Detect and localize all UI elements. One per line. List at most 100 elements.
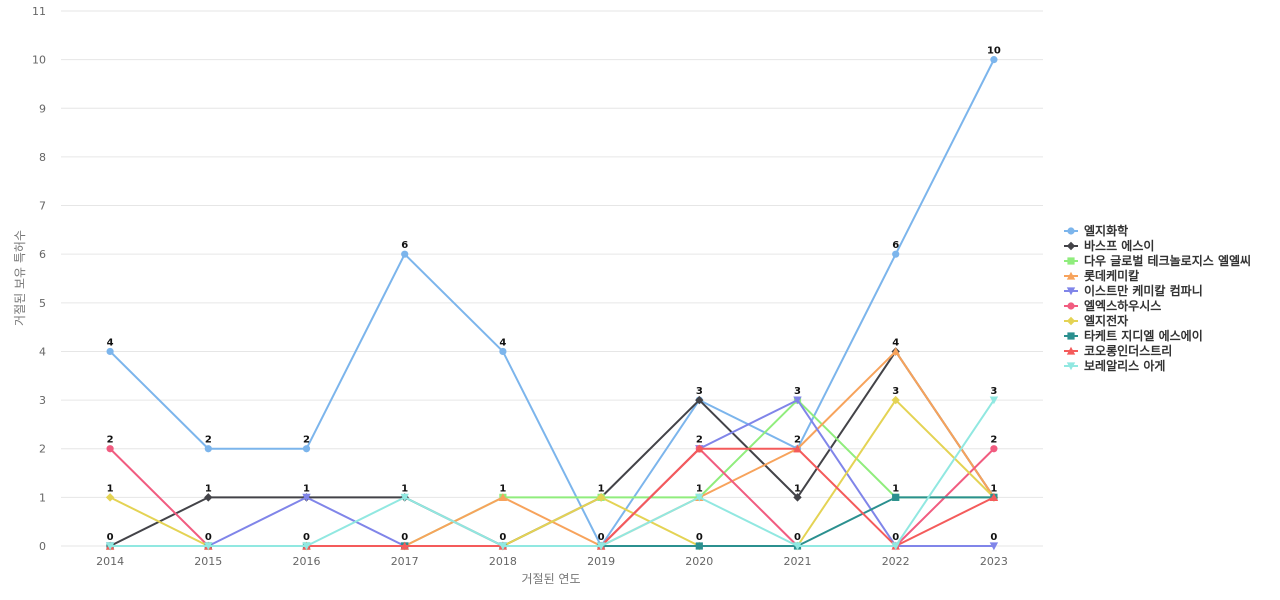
x-tick-label: 2020 — [685, 555, 713, 568]
grid-lines — [61, 10, 1043, 547]
y-tick-label: 7 — [39, 200, 46, 213]
x-tick-label: 2023 — [980, 555, 1008, 568]
y-tick-label: 9 — [39, 102, 46, 115]
legend-marker — [1067, 302, 1075, 310]
data-point — [990, 56, 998, 64]
legend-item[interactable]: 엘엑스하우시스 — [1064, 298, 1161, 313]
data-label: 1 — [990, 483, 997, 494]
data-label: 2 — [990, 435, 997, 446]
data-label: 6 — [892, 240, 899, 251]
data-point — [499, 347, 507, 356]
legend-item[interactable]: 롯데케미칼 — [1064, 268, 1139, 283]
data-point — [204, 445, 212, 453]
y-tick-label: 3 — [39, 394, 46, 407]
y-tick-label: 4 — [39, 345, 46, 358]
data-point — [302, 445, 311, 453]
legend-label: 롯데케미칼 — [1084, 268, 1139, 283]
legend-item[interactable]: 바스프 에스이 — [1064, 238, 1154, 253]
legend-marker — [1066, 271, 1076, 280]
data-label: 1 — [205, 483, 212, 494]
legend-item[interactable]: 코오롱인더스트리 — [1064, 343, 1172, 358]
data-label: 0 — [303, 532, 310, 543]
data-point — [695, 395, 704, 405]
data-point — [302, 493, 311, 502]
data-point — [891, 542, 900, 551]
y-tick-label: 6 — [39, 248, 46, 261]
legend-item[interactable]: 보레알리스 아게 — [1064, 358, 1165, 373]
x-tick-label: 2014 — [96, 555, 124, 568]
legend-item[interactable]: 타케트 지디엘 에스에이 — [1064, 328, 1203, 343]
legend-marker — [1066, 241, 1076, 251]
legend-item[interactable]: 엘지전자 — [1064, 313, 1128, 328]
data-label: 1 — [794, 483, 801, 494]
series-line — [109, 399, 995, 547]
y-tick-label: 8 — [39, 151, 46, 164]
data-point — [596, 493, 606, 502]
x-tick-label: 2017 — [391, 555, 419, 568]
legend-marker — [1067, 227, 1075, 235]
series-line — [109, 399, 995, 547]
legend-marker — [1066, 362, 1076, 371]
data-point — [204, 493, 213, 502]
series-10 — [105, 396, 999, 551]
data-point — [695, 493, 704, 502]
data-label: 1 — [696, 483, 703, 494]
y-tick-label: 0 — [39, 540, 46, 553]
y-tick-label: 1 — [39, 491, 46, 504]
legend-label: 엘지전자 — [1084, 313, 1128, 328]
data-point — [400, 541, 409, 550]
series-line — [109, 399, 995, 547]
legend-item[interactable]: 엘지화학 — [1064, 223, 1128, 238]
legend-label: 엘지화학 — [1084, 223, 1128, 238]
data-point — [695, 444, 704, 453]
data-label: 0 — [794, 532, 801, 543]
data-point — [106, 347, 114, 356]
data-label: 6 — [401, 240, 408, 251]
legend-marker — [1066, 287, 1076, 296]
data-point — [105, 493, 115, 502]
data-point — [989, 542, 999, 551]
y-axis-title: 거절된 보유 특허수 — [13, 230, 27, 326]
data-point — [990, 445, 998, 453]
legend-label: 엘엑스하우시스 — [1084, 298, 1161, 313]
data-point — [989, 493, 999, 501]
x-tick-label: 2015 — [194, 555, 222, 568]
data-label: 1 — [598, 483, 605, 494]
data-label: 3 — [794, 386, 801, 397]
data-label: 0 — [598, 532, 605, 543]
series-3 — [106, 396, 998, 550]
data-label: 0 — [696, 532, 703, 543]
x-axis-title: 거절된 연도 — [521, 572, 580, 586]
data-point — [793, 493, 802, 502]
data-label: 0 — [499, 532, 506, 543]
data-point — [596, 542, 606, 551]
data-point — [989, 396, 999, 405]
legend-item[interactable]: 다우 글로벌 테크놀로지스 엘엘씨 — [1064, 253, 1251, 268]
series-group — [105, 56, 999, 551]
legend-item[interactable]: 이스트만 케미칼 컴파니 — [1064, 283, 1203, 298]
series-line — [109, 58, 995, 547]
data-label: 2 — [794, 435, 801, 446]
data-point — [793, 444, 802, 453]
series-5 — [105, 396, 999, 551]
data-point — [498, 542, 508, 551]
data-point — [695, 542, 703, 550]
series-7 — [105, 395, 999, 551]
data-label: 1 — [499, 483, 506, 494]
data-label: 0 — [401, 532, 408, 543]
data-label: 0 — [205, 532, 212, 543]
legend-marker — [1067, 332, 1075, 340]
data-point — [891, 347, 900, 356]
data-point — [793, 396, 802, 405]
data-point — [204, 542, 213, 551]
data-label: 2 — [107, 435, 114, 446]
x-axis-ticks: 2014 2015 2016 2017 2018 2019 2020 2021 2022 2023 — [96, 555, 1008, 568]
legend-label: 보레알리스 아게 — [1084, 358, 1165, 373]
data-label: 1 — [401, 483, 408, 494]
data-label: 1 — [107, 483, 114, 494]
data-label: 3 — [990, 386, 997, 397]
data-label: 0 — [892, 532, 899, 543]
data-point — [892, 493, 900, 501]
data-label: 2 — [696, 435, 703, 446]
